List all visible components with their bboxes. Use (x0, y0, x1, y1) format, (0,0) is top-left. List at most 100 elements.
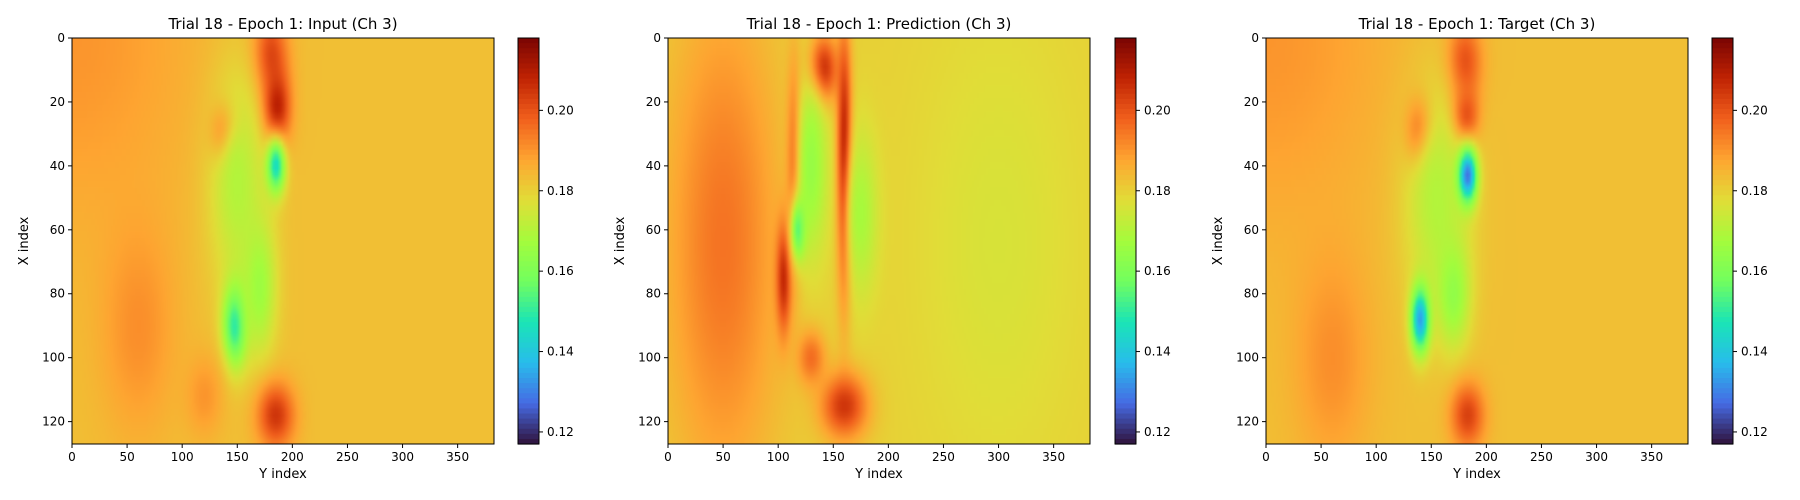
colorbar-segment (1115, 241, 1136, 247)
colorbar-segment (1115, 296, 1136, 303)
colorbar-segment (1712, 433, 1733, 440)
y-tick-label: 120 (1236, 415, 1259, 429)
colorbar-segment (1712, 266, 1733, 273)
colorbar-segment (518, 362, 539, 369)
colorbar-segment (518, 413, 539, 420)
colorbar-segment (1115, 185, 1136, 191)
colorbar-segment (1115, 149, 1136, 156)
colorbar-segment (1712, 408, 1733, 415)
colorbar-segment (1115, 291, 1136, 298)
colorbar-segment (1115, 48, 1136, 54)
chart-title: Trial 18 - Epoch 1: Prediction (Ch 3) (746, 15, 1012, 33)
colorbar-segment (1712, 403, 1733, 410)
subplot-3: Trial 18 - Epoch 1: Target (Ch 3) 0 50 100 1… (1211, 15, 1768, 482)
colorbar-segment (1115, 337, 1136, 344)
y-tick-label: 0 (57, 31, 65, 45)
colorbar-segment (1115, 256, 1136, 262)
colorbar-segment (1712, 43, 1733, 49)
colorbar-segment (1712, 159, 1733, 166)
colorbar-tick-label: 0.14 (1741, 345, 1768, 359)
colorbar-segment (518, 103, 539, 110)
colorbar-segment (1712, 306, 1733, 313)
heatmap-image (72, 38, 494, 444)
colorbar-segment (1115, 83, 1136, 90)
x-tick-label: 300 (987, 450, 1010, 464)
colorbar-segment (1115, 246, 1136, 252)
colorbar-segment (518, 388, 539, 394)
axes-frame (1265, 37, 1689, 445)
colorbar-segment (1712, 296, 1733, 303)
colorbar-segment (518, 139, 539, 146)
colorbar-segment (1115, 220, 1136, 227)
colorbar-segment (518, 149, 539, 156)
x-tick-label: 250 (932, 450, 955, 464)
colorbar-segment (1115, 225, 1136, 232)
colorbar-segment (1712, 215, 1733, 222)
colorbar-segment (518, 438, 539, 445)
colorbar-segment (1712, 68, 1733, 75)
x-axis-label: Y index (1452, 467, 1501, 482)
colorbar-segment (1115, 114, 1136, 120)
colorbar-segment (1712, 210, 1733, 217)
colorbar-segment (518, 58, 539, 64)
colorbar-tick-label: 0.16 (1741, 264, 1768, 278)
colorbar-segment (1712, 58, 1733, 64)
y-tick-label: 100 (638, 351, 661, 365)
y-axis-label: X index (1211, 216, 1226, 265)
colorbar-segment (518, 144, 539, 151)
axes-frame (71, 37, 495, 445)
colorbar-segment (1712, 124, 1733, 130)
colorbar-segment (518, 180, 539, 186)
colorbar-segment (518, 200, 539, 207)
colorbar-segment (518, 93, 539, 100)
y-tick-label: 120 (42, 415, 65, 429)
colorbar-segment (1712, 190, 1733, 196)
colorbar-segment (1115, 129, 1136, 136)
colorbar-segment (1115, 103, 1136, 110)
colorbar-segment (1712, 332, 1733, 339)
colorbar-segment (1712, 241, 1733, 247)
colorbar-segment (518, 154, 539, 161)
colorbar-tick-label: 0.20 (1144, 103, 1171, 117)
colorbar-segment (1115, 38, 1136, 44)
colorbar-segment (518, 327, 539, 333)
colorbar-tick-label: 0.14 (547, 345, 574, 359)
colorbar-segment (1115, 322, 1136, 328)
x-tick-label: 50 (715, 450, 730, 464)
colorbar-segment (1115, 306, 1136, 313)
colorbar-segment (518, 78, 539, 85)
x-tick-label: 0 (1262, 450, 1270, 464)
colorbar-segment (1712, 398, 1733, 404)
colorbar-segment (518, 322, 539, 328)
colorbar-segment (518, 175, 539, 181)
chart-title: Trial 18 - Epoch 1: Target (Ch 3) (1358, 15, 1596, 33)
colorbar-segment (518, 38, 539, 44)
colorbar-segment (1115, 200, 1136, 207)
colorbar-segment (1115, 393, 1136, 399)
colorbar-segment (518, 352, 539, 359)
colorbar-segment (1115, 154, 1136, 161)
colorbar-segment (518, 195, 539, 201)
colorbar-segment (1712, 88, 1733, 95)
colorbar-segment (518, 312, 539, 318)
colorbar-segment (1712, 63, 1733, 70)
colorbar-segment (1115, 251, 1136, 257)
colorbar-segment (518, 210, 539, 217)
colorbar-segment (1712, 418, 1733, 425)
colorbar-segment (1712, 362, 1733, 369)
colorbar-segment (1712, 312, 1733, 318)
colorbar-segment (1712, 286, 1733, 293)
y-tick-label: 100 (1236, 351, 1259, 365)
colorbar-segment (1115, 362, 1136, 369)
colorbar-tick-label: 0.16 (1144, 264, 1171, 278)
colorbar-segment (1115, 58, 1136, 64)
colorbar-segment (518, 63, 539, 70)
x-tick-label: 350 (1042, 450, 1065, 464)
x-tick-label: 100 (1365, 450, 1388, 464)
colorbar-segment (1712, 154, 1733, 161)
y-tick-label: 40 (646, 159, 661, 173)
x-tick-label: 50 (119, 450, 134, 464)
colorbar-frame (1114, 37, 1137, 445)
colorbar-segment (1712, 38, 1733, 44)
colorbar-segment (1712, 428, 1733, 435)
